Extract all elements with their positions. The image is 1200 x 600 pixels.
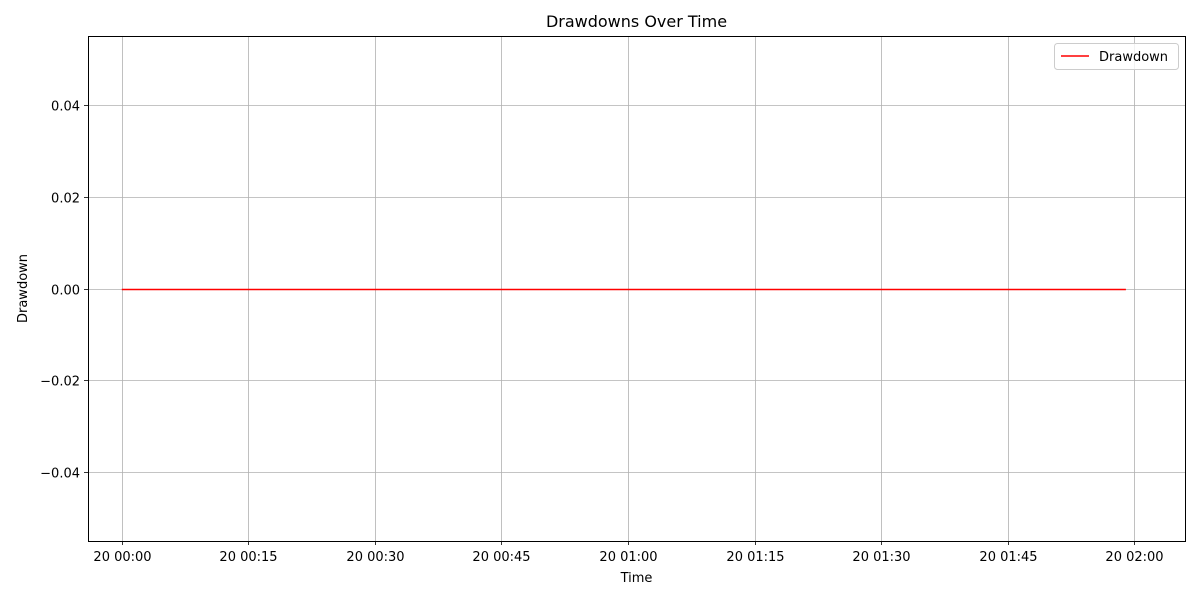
- y-tick-label: −0.04: [40, 467, 80, 482]
- x-tick-label: 20 00:45: [472, 550, 530, 565]
- x-tick-label: 20 01:00: [599, 550, 657, 565]
- x-tick-label: 20 00:30: [346, 550, 404, 565]
- grid-lines: [88, 36, 1185, 541]
- x-tick-label: 20 00:15: [219, 550, 277, 565]
- tick-layer: 20 00:00 20 00:15 20 00:30 20 00:45 20 01:00…: [40, 100, 1163, 566]
- legend-label: Drawdown: [1099, 50, 1168, 65]
- y-tick-label: 0.00: [51, 284, 80, 299]
- x-tick-label: 20 01:45: [979, 550, 1037, 565]
- x-axis-label: Time: [620, 571, 653, 586]
- x-tick-label: 20 01:15: [726, 550, 784, 565]
- y-axis-label: Drawdown: [16, 254, 31, 323]
- y-tick-label: 0.02: [51, 192, 80, 207]
- x-tick-label: 20 02:00: [1105, 550, 1163, 565]
- legend: Drawdown: [1054, 43, 1179, 70]
- y-tick-label: 0.04: [51, 100, 80, 115]
- x-tick-label: 20 00:00: [93, 550, 151, 565]
- y-tick-label: −0.02: [40, 375, 80, 390]
- chart-title: Drawdowns Over Time: [546, 12, 727, 31]
- legend-box: [1054, 43, 1179, 70]
- plot-frame: [88, 36, 1186, 542]
- x-tick-label: 20 01:30: [852, 550, 910, 565]
